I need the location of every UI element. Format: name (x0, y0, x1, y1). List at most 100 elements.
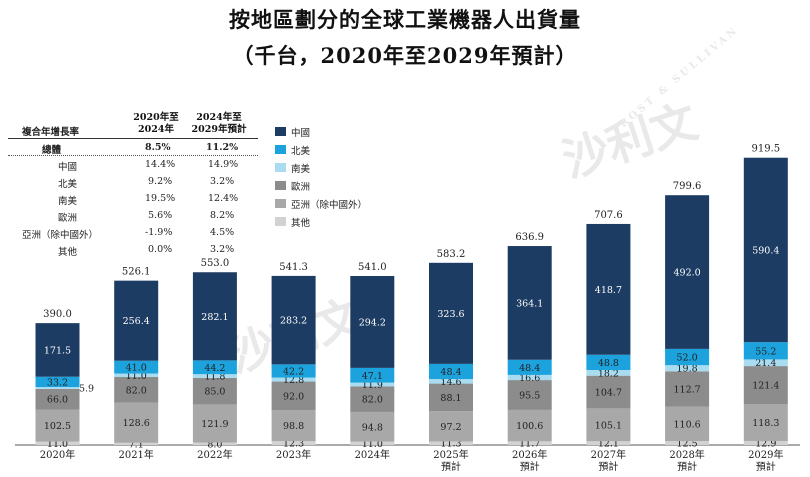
data-label: 294.2 (359, 317, 386, 328)
bar-segment (507, 380, 552, 410)
cagr-row-overall-rule (8, 155, 258, 156)
bar-segment (192, 377, 237, 405)
data-label: 121.4 (752, 381, 779, 392)
bar-segment (114, 373, 159, 377)
bar-segment (35, 409, 80, 442)
legend-swatch (275, 163, 286, 172)
cagr-row-v1: -1.9% (145, 227, 173, 238)
data-label: 112.7 (673, 384, 700, 395)
cagr-row-v1: 9.2% (148, 176, 173, 187)
bar-segment (114, 402, 159, 443)
bar-segment (429, 411, 473, 442)
data-label: 8.0 (207, 439, 222, 450)
bar-segment (586, 223, 631, 355)
data-label: 14.6 (440, 377, 461, 388)
data-label: 18.2 (598, 368, 619, 379)
bar-segment (35, 323, 80, 377)
bar-segment (192, 360, 237, 375)
data-label: 102.5 (44, 421, 71, 432)
bar-segment (114, 442, 159, 445)
cagr-header-label: 複合年增長率 (22, 127, 80, 138)
total-label: 390.0 (43, 309, 72, 320)
total-label: 919.5 (751, 144, 780, 155)
x-tick-label: 預計 (520, 460, 540, 473)
data-label: 104.7 (595, 388, 622, 399)
bar-segment (743, 366, 788, 405)
total-label: 541.3 (279, 262, 308, 273)
chart-title: 按地區劃分的全球工業機器人出貨量 (229, 7, 581, 32)
data-label: 92.0 (283, 391, 304, 402)
bar-segment (192, 442, 237, 445)
data-label: 41.0 (126, 363, 147, 374)
bar-segment (665, 195, 710, 349)
total-label: 799.6 (673, 181, 702, 192)
bar-segment (507, 359, 552, 375)
data-label: 12.9 (755, 438, 776, 449)
data-label: 12.3 (283, 439, 304, 450)
cagr-row-label: 亞洲（除中國外） (22, 230, 99, 241)
bar-segment (743, 359, 788, 367)
data-label: 11.0 (47, 439, 68, 450)
bar-segment (114, 360, 159, 374)
bar-segment (350, 411, 395, 442)
data-label: 21.4 (755, 358, 776, 369)
data-label: 110.6 (673, 419, 700, 430)
chart-subtitle: （千台，2020年至2029年預計） (232, 43, 578, 68)
cagr-row-v2: 14.9% (208, 159, 239, 170)
bar-segment (350, 367, 395, 383)
bar-segment (665, 441, 710, 445)
bar-segment (271, 275, 316, 365)
data-label: 7.1 (129, 439, 144, 450)
data-label: 44.2 (204, 363, 225, 374)
bar-segment (665, 406, 710, 442)
data-label: 11.0 (126, 371, 147, 382)
total-label: 541.0 (358, 262, 387, 273)
bar-segment (429, 441, 473, 445)
data-label: 128.6 (123, 418, 150, 429)
cagr-row-v1: 5.6% (148, 210, 173, 221)
data-label: 323.6 (437, 309, 464, 320)
bar-segment (350, 386, 395, 412)
legend-label: 中國 (291, 128, 311, 139)
data-label: 88.1 (440, 393, 461, 404)
legend-label: 歐洲 (291, 182, 311, 193)
x-tick-label: 2020年 (40, 448, 75, 461)
bar-segment (743, 157, 788, 343)
data-label: 11.8 (204, 372, 225, 383)
cagr-row-label: 總體 (42, 145, 62, 156)
data-label: 16.6 (519, 373, 540, 384)
bar-segment (350, 275, 395, 368)
data-label: 97.2 (440, 422, 461, 433)
data-label: 121.9 (201, 419, 228, 430)
cagr-row-v1: 0.0% (148, 244, 173, 255)
bar-segment (114, 376, 159, 403)
data-label: 82.0 (362, 395, 383, 406)
x-tick-label: 預計 (756, 460, 776, 473)
bar-segment (429, 383, 473, 412)
x-tick-label: 預計 (677, 460, 697, 473)
x-tick-label: 2027年 (591, 448, 626, 461)
cagr-row-label: 南美 (58, 196, 78, 207)
bar-segment (507, 374, 552, 381)
x-tick-label: 預計 (441, 460, 461, 473)
data-label: 11.7 (519, 439, 540, 450)
x-tick-label: 預計 (598, 460, 618, 473)
cagr-row-v2: 8.2% (210, 210, 235, 221)
cagr-header-rule (8, 138, 258, 139)
data-label: 12.8 (283, 375, 304, 386)
bar-segment (665, 371, 710, 407)
cagr-row-label: 北美 (58, 179, 78, 190)
cagr-row-v2: 11.2% (206, 142, 239, 153)
cagr-col1-header-line1: 2020年至 (133, 112, 179, 123)
legend-swatch (275, 127, 286, 136)
data-label: 82.0 (126, 385, 147, 396)
data-label: 94.8 (362, 422, 383, 433)
data-label: 11.9 (362, 380, 383, 391)
data-label: 418.7 (595, 285, 622, 296)
cagr-col2-header-line2: 2029年預計 (191, 124, 247, 135)
cagr-row-v1: 19.5% (145, 193, 176, 204)
data-label: 48.4 (440, 367, 461, 378)
total-label: 583.2 (437, 249, 466, 260)
data-label: 48.8 (598, 358, 619, 369)
